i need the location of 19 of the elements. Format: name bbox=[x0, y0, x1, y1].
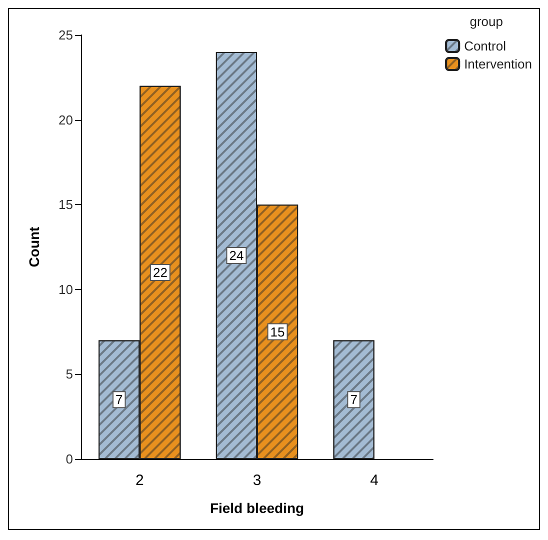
legend-label: Control bbox=[464, 38, 506, 54]
y-tick-label: 15 bbox=[58, 197, 73, 212]
y-axis-title: Count bbox=[26, 226, 42, 268]
y-tick-label: 5 bbox=[66, 366, 73, 382]
y-tick-label: 25 bbox=[58, 28, 73, 42]
y-tick-label: 10 bbox=[58, 282, 73, 297]
data-label: 15 bbox=[270, 324, 285, 340]
data-label: 7 bbox=[350, 392, 358, 408]
data-label: 22 bbox=[152, 264, 168, 280]
y-tick-label: 0 bbox=[66, 452, 73, 466]
x-tick-label: 2 bbox=[135, 472, 144, 489]
x-tick-label: 4 bbox=[370, 472, 379, 489]
legend-title: group bbox=[470, 14, 503, 29]
legend-label: Intervention bbox=[464, 56, 532, 72]
y-tick-label: 20 bbox=[58, 112, 73, 128]
data-label: 24 bbox=[229, 248, 244, 263]
data-label: 7 bbox=[116, 392, 123, 408]
x-axis-title: Field bleeding bbox=[210, 500, 304, 516]
x-tick-label: 3 bbox=[252, 472, 262, 489]
